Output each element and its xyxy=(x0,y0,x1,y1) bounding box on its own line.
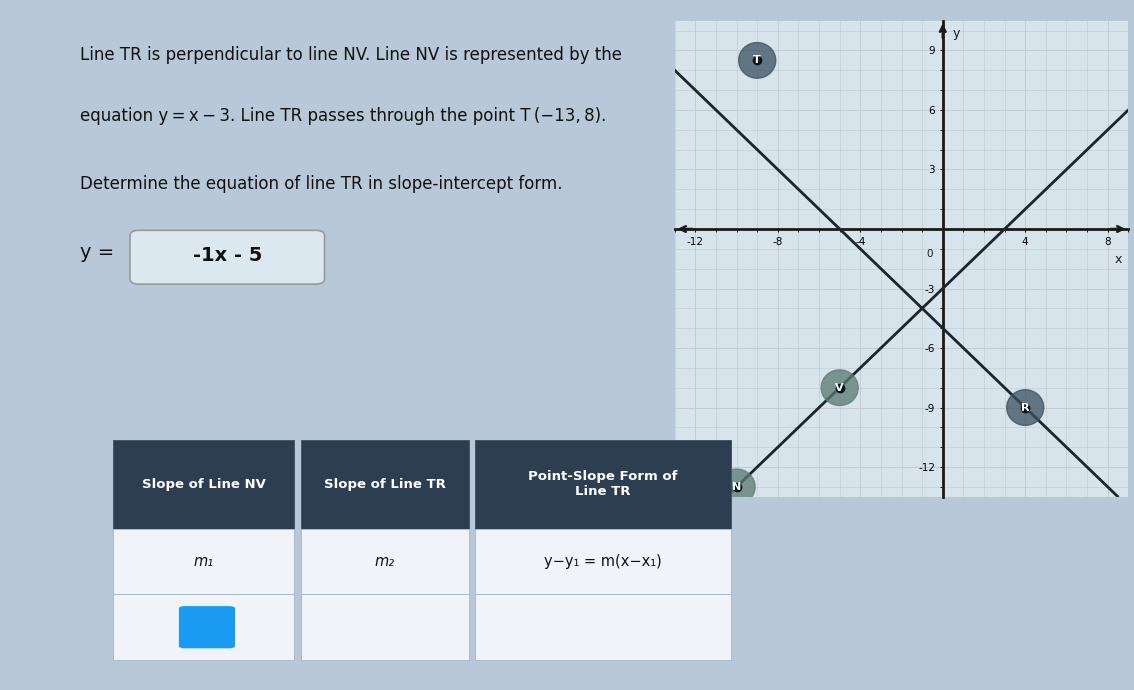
Text: R: R xyxy=(1021,402,1030,413)
FancyBboxPatch shape xyxy=(113,594,295,660)
Text: N: N xyxy=(731,482,742,492)
Circle shape xyxy=(1007,390,1043,425)
FancyBboxPatch shape xyxy=(475,594,730,660)
FancyBboxPatch shape xyxy=(301,594,469,660)
FancyBboxPatch shape xyxy=(475,529,730,594)
Text: Line TR is perpendicular to line NV. Line NV is represented by the: Line TR is perpendicular to line NV. Lin… xyxy=(79,46,621,63)
Text: V: V xyxy=(836,383,844,393)
Text: equation y = x − 3. Line TR passes through the point T (−13, 8).: equation y = x − 3. Line TR passes throu… xyxy=(79,106,607,124)
Text: x: x xyxy=(1115,253,1122,266)
Text: Slope of Line NV: Slope of Line NV xyxy=(142,477,265,491)
FancyBboxPatch shape xyxy=(113,529,295,594)
Text: m₂: m₂ xyxy=(374,554,395,569)
Text: T: T xyxy=(753,55,761,66)
Text: Determine the equation of line TR in slope-intercept form.: Determine the equation of line TR in slo… xyxy=(79,175,562,193)
Text: y: y xyxy=(953,27,960,39)
FancyBboxPatch shape xyxy=(113,440,295,529)
FancyBboxPatch shape xyxy=(130,230,324,284)
Circle shape xyxy=(738,43,776,78)
Text: y =: y = xyxy=(79,243,120,262)
Text: Point-Slope Form of
Line TR: Point-Slope Form of Line TR xyxy=(528,470,678,498)
Circle shape xyxy=(718,469,755,504)
Text: y−y₁ = m(x−x₁): y−y₁ = m(x−x₁) xyxy=(544,554,662,569)
Text: -1x - 5: -1x - 5 xyxy=(193,246,262,265)
Text: Slope of Line TR: Slope of Line TR xyxy=(324,477,446,491)
FancyBboxPatch shape xyxy=(475,440,730,529)
FancyBboxPatch shape xyxy=(301,440,469,529)
FancyBboxPatch shape xyxy=(301,529,469,594)
Circle shape xyxy=(821,370,858,406)
Text: 0: 0 xyxy=(926,249,932,259)
Text: m₁: m₁ xyxy=(194,554,214,569)
FancyBboxPatch shape xyxy=(179,606,235,649)
